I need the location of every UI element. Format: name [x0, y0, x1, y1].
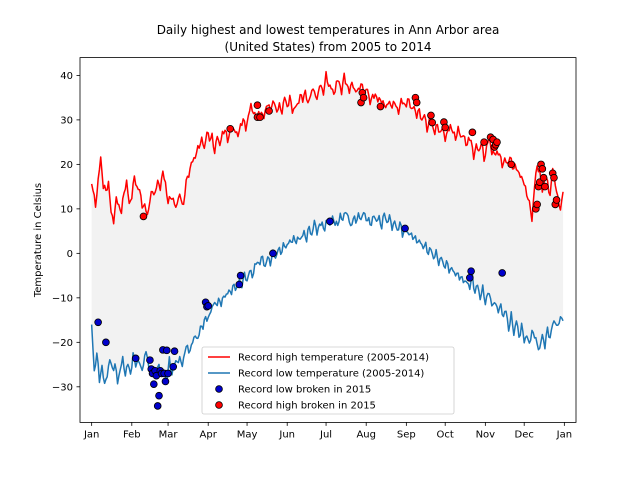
record-low-broken-point	[204, 302, 213, 310]
x-tick-label: Mar	[159, 429, 179, 440]
y-tick-label: 40	[60, 71, 73, 82]
record-high-broken-point	[376, 102, 385, 111]
record-high-line	[90, 70, 564, 225]
record-high-broken-point	[533, 200, 541, 209]
record-high-broken-point	[265, 107, 273, 115]
record-high-broken-point	[359, 93, 368, 102]
record-low-broken-point	[102, 338, 110, 347]
record-low-broken-point	[326, 217, 334, 226]
legend-entry-label: Record high broken in 2015	[238, 401, 376, 412]
legend-marker-swatch	[215, 401, 223, 409]
x-tick-label: Nov	[476, 429, 496, 440]
record-high-broken-point	[441, 123, 450, 132]
record-high-broken-point	[507, 160, 516, 169]
record-low-broken-point	[170, 347, 179, 356]
chart-title-line: (United States) from 2005 to 2014	[225, 40, 432, 54]
plot-area	[79, 57, 577, 423]
y-tick-label: 0	[67, 249, 73, 260]
record-low-broken-point	[467, 267, 475, 275]
record-high-broken-point	[493, 138, 501, 146]
y-tick-label: 10	[60, 204, 73, 215]
record-low-broken-point	[466, 274, 474, 282]
record-low-broken-point	[236, 271, 245, 280]
record-high-broken-point	[552, 196, 561, 204]
record-high-broken-point	[550, 173, 558, 182]
x-tick-label: Dec	[515, 429, 534, 440]
y-tick-label: −10	[52, 293, 73, 304]
record-low-broken-point	[153, 402, 162, 410]
record-low-broken-point	[155, 391, 163, 400]
record-high-broken-point	[468, 128, 477, 137]
record-high-broken-point	[253, 101, 262, 109]
legend-entry-label: Record low temperature (2005-2014)	[238, 369, 424, 380]
axes-frame	[79, 57, 577, 423]
record-low-broken-point	[164, 369, 172, 378]
x-tick-label: Jan	[556, 429, 572, 440]
record-high-broken-point	[427, 111, 435, 120]
x-tick-label: Feb	[123, 429, 141, 440]
record-low-broken-point	[131, 354, 140, 363]
x-tick-label: May	[237, 429, 258, 440]
legend: Record high temperature (2005-2014) Recor…	[201, 346, 455, 415]
y-tick-label: −30	[52, 382, 73, 393]
record-low-broken-point	[235, 280, 244, 289]
x-tick-label: Jan	[83, 429, 99, 440]
chart-title-line: Daily highest and lowest temperatures in…	[157, 23, 500, 37]
legend-box	[201, 346, 455, 415]
x-tick-label: Jul	[319, 429, 332, 440]
record-low-broken-point	[146, 356, 154, 364]
legend-entry-label: Record high temperature (2005-2014)	[238, 353, 429, 364]
record-high-broken-point	[538, 165, 547, 173]
record-low-broken-point	[169, 362, 178, 371]
series-points	[94, 88, 561, 410]
y-tick-label: 20	[60, 160, 73, 171]
record-high-broken-point	[480, 138, 488, 146]
record-high-broken-point	[139, 212, 148, 221]
y-axis-label: Temperature in Celsius	[33, 183, 44, 298]
record-low-broken-point	[94, 318, 102, 327]
y-tick-label: −20	[52, 338, 73, 349]
y-tick-label: 30	[60, 115, 73, 126]
record-high-broken-point	[412, 98, 421, 107]
x-tick-label: Jun	[278, 429, 295, 440]
x-tick-label: Aug	[356, 429, 376, 440]
record-low-broken-point	[401, 224, 409, 233]
x-tick-label: Sep	[397, 429, 416, 440]
record-high-broken-point	[541, 182, 549, 191]
legend-marker-swatch	[215, 385, 223, 393]
x-tick-label: Apr	[200, 429, 218, 440]
record-low-broken-point	[162, 346, 171, 355]
record-low-broken-point	[161, 377, 170, 386]
record-low-broken-point	[498, 269, 506, 277]
chart-title: Daily highest and lowest temperatures in…	[157, 23, 500, 54]
record-high-broken-point	[539, 173, 548, 182]
x-axis: Jan Feb Mar Apr May Jun Jul Aug Sep Oct Nov Dec Jan	[83, 422, 572, 440]
legend-entry-label: Record low broken in 2015	[238, 385, 371, 396]
x-tick-label: Oct	[437, 429, 454, 440]
record-low-broken-point	[269, 249, 277, 258]
record-high-broken-point	[226, 124, 235, 133]
y-axis: −30 −20 −10 0 10 20 30 40	[52, 71, 80, 393]
record-high-broken-point	[428, 118, 437, 127]
record-low-broken-point	[150, 380, 158, 388]
record-high-broken-point	[256, 113, 264, 122]
